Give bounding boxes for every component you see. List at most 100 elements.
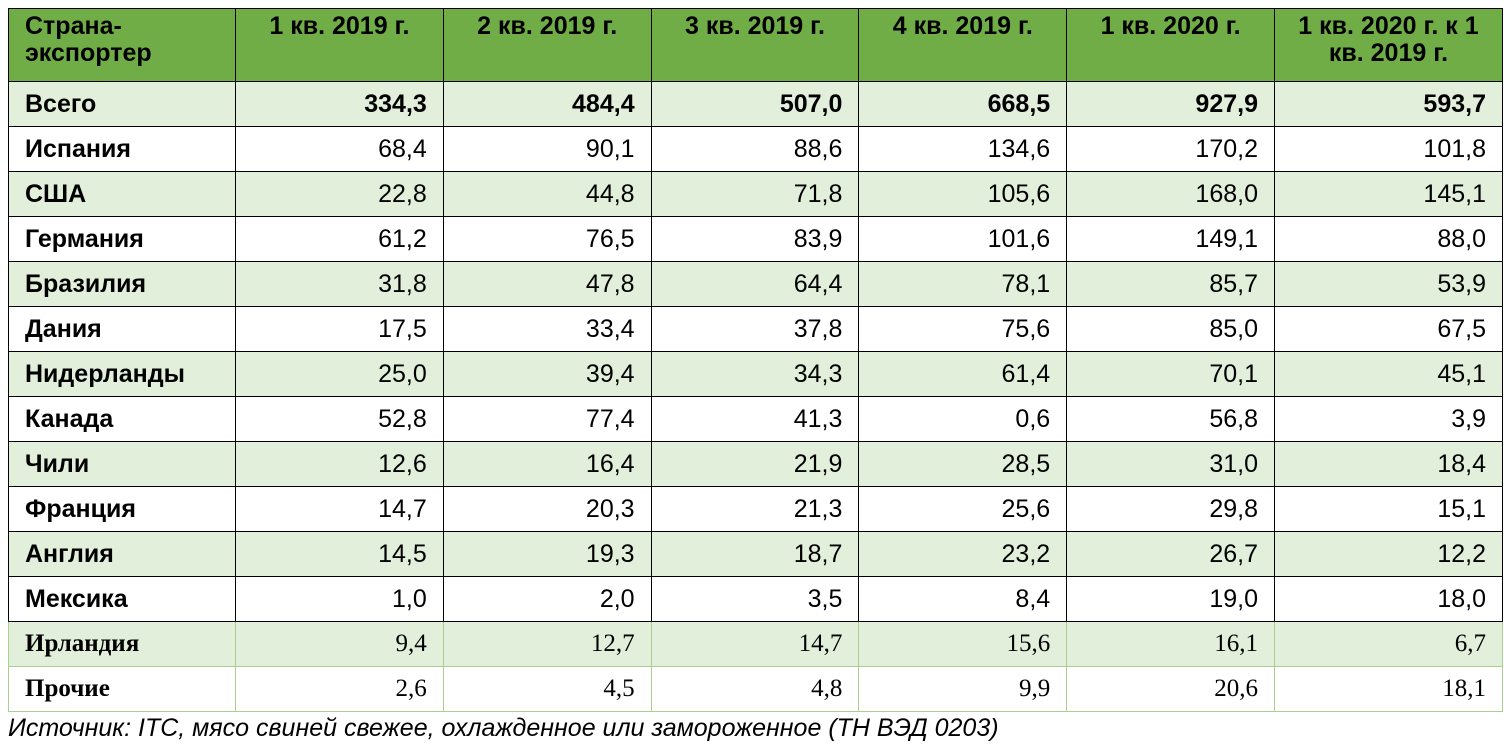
value-cell: 149,1 bbox=[1066, 216, 1275, 262]
total-row: Всего 334,3 484,4 507,0 668,5 927,9 593,7 bbox=[8, 81, 1503, 127]
country-cell: Всего bbox=[8, 81, 236, 127]
value-cell: 18,7 bbox=[650, 531, 860, 577]
country-cell: Нидерланды bbox=[8, 351, 236, 397]
table-row: Испания 68,4 90,1 88,6 134,6 170,2 101,8 bbox=[8, 126, 1503, 172]
value-cell: 61,4 bbox=[858, 351, 1068, 397]
table-row: США 22,8 44,8 71,8 105,6 168,0 145,1 bbox=[8, 171, 1503, 217]
country-cell: Франция bbox=[8, 486, 236, 532]
header-q3-2019: 3 кв. 2019 г. bbox=[650, 8, 860, 82]
table-row: Нидерланды 25,0 39,4 34,3 61,4 70,1 45,1 bbox=[8, 351, 1503, 397]
value-cell: 20,6 bbox=[1066, 666, 1275, 712]
value-cell: 25,6 bbox=[858, 486, 1068, 532]
value-cell: 76,5 bbox=[442, 216, 652, 262]
value-cell: 52,8 bbox=[235, 396, 444, 442]
header-country: Страна-экспортер bbox=[8, 8, 236, 82]
value-cell: 85,7 bbox=[1066, 261, 1275, 307]
value-cell: 83,9 bbox=[650, 216, 860, 262]
value-cell: 31,0 bbox=[1066, 441, 1275, 487]
country-cell: Бразилия bbox=[8, 261, 236, 307]
table-row: Прочие 2,6 4,5 4,8 9,9 20,6 18,1 bbox=[8, 666, 1503, 712]
country-cell: Канада bbox=[8, 396, 236, 442]
value-cell: 9,9 bbox=[858, 666, 1068, 712]
value-cell: 134,6 bbox=[858, 126, 1068, 172]
value-cell: 41,3 bbox=[650, 396, 860, 442]
value-cell: 39,4 bbox=[442, 351, 652, 397]
value-cell: 927,9 bbox=[1066, 81, 1275, 127]
value-cell: 16,1 bbox=[1066, 621, 1275, 667]
value-cell: 15,6 bbox=[858, 621, 1068, 667]
value-cell: 15,1 bbox=[1273, 486, 1503, 532]
value-cell: 45,1 bbox=[1273, 351, 1503, 397]
value-cell: 4,5 bbox=[442, 666, 652, 712]
value-cell: 14,5 bbox=[235, 531, 444, 577]
value-cell: 71,8 bbox=[650, 171, 860, 217]
country-cell: Германия bbox=[8, 216, 236, 262]
table-row: Германия 61,2 76,5 83,9 101,6 149,1 88,0 bbox=[8, 216, 1503, 262]
value-cell: 3,5 bbox=[650, 576, 860, 622]
value-cell: 56,8 bbox=[1066, 396, 1275, 442]
value-cell: 61,2 bbox=[235, 216, 444, 262]
table-row: Бразилия 31,8 47,8 64,4 78,1 85,7 53,9 bbox=[8, 261, 1503, 307]
value-cell: 29,8 bbox=[1066, 486, 1275, 532]
value-cell: 2,0 bbox=[442, 576, 652, 622]
value-cell: 20,3 bbox=[442, 486, 652, 532]
country-cell: США bbox=[8, 171, 236, 217]
table-row: Дания 17,5 33,4 37,8 75,6 85,0 67,5 bbox=[8, 306, 1503, 352]
table-row: Чили 12,6 16,4 21,9 28,5 31,0 18,4 bbox=[8, 441, 1503, 487]
table-row: Ирландия 9,4 12,7 14,7 15,6 16,1 6,7 bbox=[8, 621, 1503, 667]
value-cell: 70,1 bbox=[1066, 351, 1275, 397]
value-cell: 18,4 bbox=[1273, 441, 1503, 487]
value-cell: 0,6 bbox=[858, 396, 1068, 442]
value-cell: 28,5 bbox=[858, 441, 1068, 487]
country-cell: Англия bbox=[8, 531, 236, 577]
value-cell: 168,0 bbox=[1066, 171, 1275, 217]
value-cell: 37,8 bbox=[650, 306, 860, 352]
value-cell: 21,3 bbox=[650, 486, 860, 532]
table-row: Англия 14,5 19,3 18,7 23,2 26,7 12,2 bbox=[8, 531, 1503, 577]
value-cell: 31,8 bbox=[235, 261, 444, 307]
value-cell: 16,4 bbox=[442, 441, 652, 487]
header-ratio: 1 кв. 2020 г. к 1 кв. 2019 г. bbox=[1273, 8, 1503, 82]
value-cell: 75,6 bbox=[858, 306, 1068, 352]
value-cell: 34,3 bbox=[650, 351, 860, 397]
country-cell: Дания bbox=[8, 306, 236, 352]
country-cell: Мексика bbox=[8, 576, 236, 622]
value-cell: 78,1 bbox=[858, 261, 1068, 307]
value-cell: 507,0 bbox=[650, 81, 860, 127]
value-cell: 44,8 bbox=[442, 171, 652, 217]
value-cell: 21,9 bbox=[650, 441, 860, 487]
value-cell: 2,6 bbox=[235, 666, 444, 712]
header-row: Страна-экспортер 1 кв. 2019 г. 2 кв. 201… bbox=[8, 8, 1503, 82]
value-cell: 4,8 bbox=[650, 666, 860, 712]
value-cell: 170,2 bbox=[1066, 126, 1275, 172]
value-cell: 88,6 bbox=[650, 126, 860, 172]
value-cell: 12,2 bbox=[1273, 531, 1503, 577]
value-cell: 68,4 bbox=[235, 126, 444, 172]
value-cell: 22,8 bbox=[235, 171, 444, 217]
table-row: Канада 52,8 77,4 41,3 0,6 56,8 3,9 bbox=[8, 396, 1503, 442]
value-cell: 593,7 bbox=[1273, 81, 1503, 127]
value-cell: 47,8 bbox=[442, 261, 652, 307]
value-cell: 8,4 bbox=[858, 576, 1068, 622]
value-cell: 101,6 bbox=[858, 216, 1068, 262]
value-cell: 145,1 bbox=[1273, 171, 1503, 217]
value-cell: 19,0 bbox=[1066, 576, 1275, 622]
header-q1-2019: 1 кв. 2019 г. bbox=[235, 8, 444, 82]
value-cell: 14,7 bbox=[650, 621, 860, 667]
value-cell: 19,3 bbox=[442, 531, 652, 577]
country-cell: Ирландия bbox=[8, 621, 236, 667]
value-cell: 64,4 bbox=[650, 261, 860, 307]
value-cell: 18,0 bbox=[1273, 576, 1503, 622]
value-cell: 53,9 bbox=[1273, 261, 1503, 307]
value-cell: 26,7 bbox=[1066, 531, 1275, 577]
value-cell: 1,0 bbox=[235, 576, 444, 622]
value-cell: 88,0 bbox=[1273, 216, 1503, 262]
value-cell: 484,4 bbox=[442, 81, 652, 127]
source-caption: Источник: ITC, мясо свиней свежее, охлаж… bbox=[8, 714, 999, 742]
value-cell: 101,8 bbox=[1273, 126, 1503, 172]
value-cell: 9,4 bbox=[235, 621, 444, 667]
value-cell: 14,7 bbox=[235, 486, 444, 532]
value-cell: 3,9 bbox=[1273, 396, 1503, 442]
value-cell: 105,6 bbox=[858, 171, 1068, 217]
value-cell: 85,0 bbox=[1066, 306, 1275, 352]
